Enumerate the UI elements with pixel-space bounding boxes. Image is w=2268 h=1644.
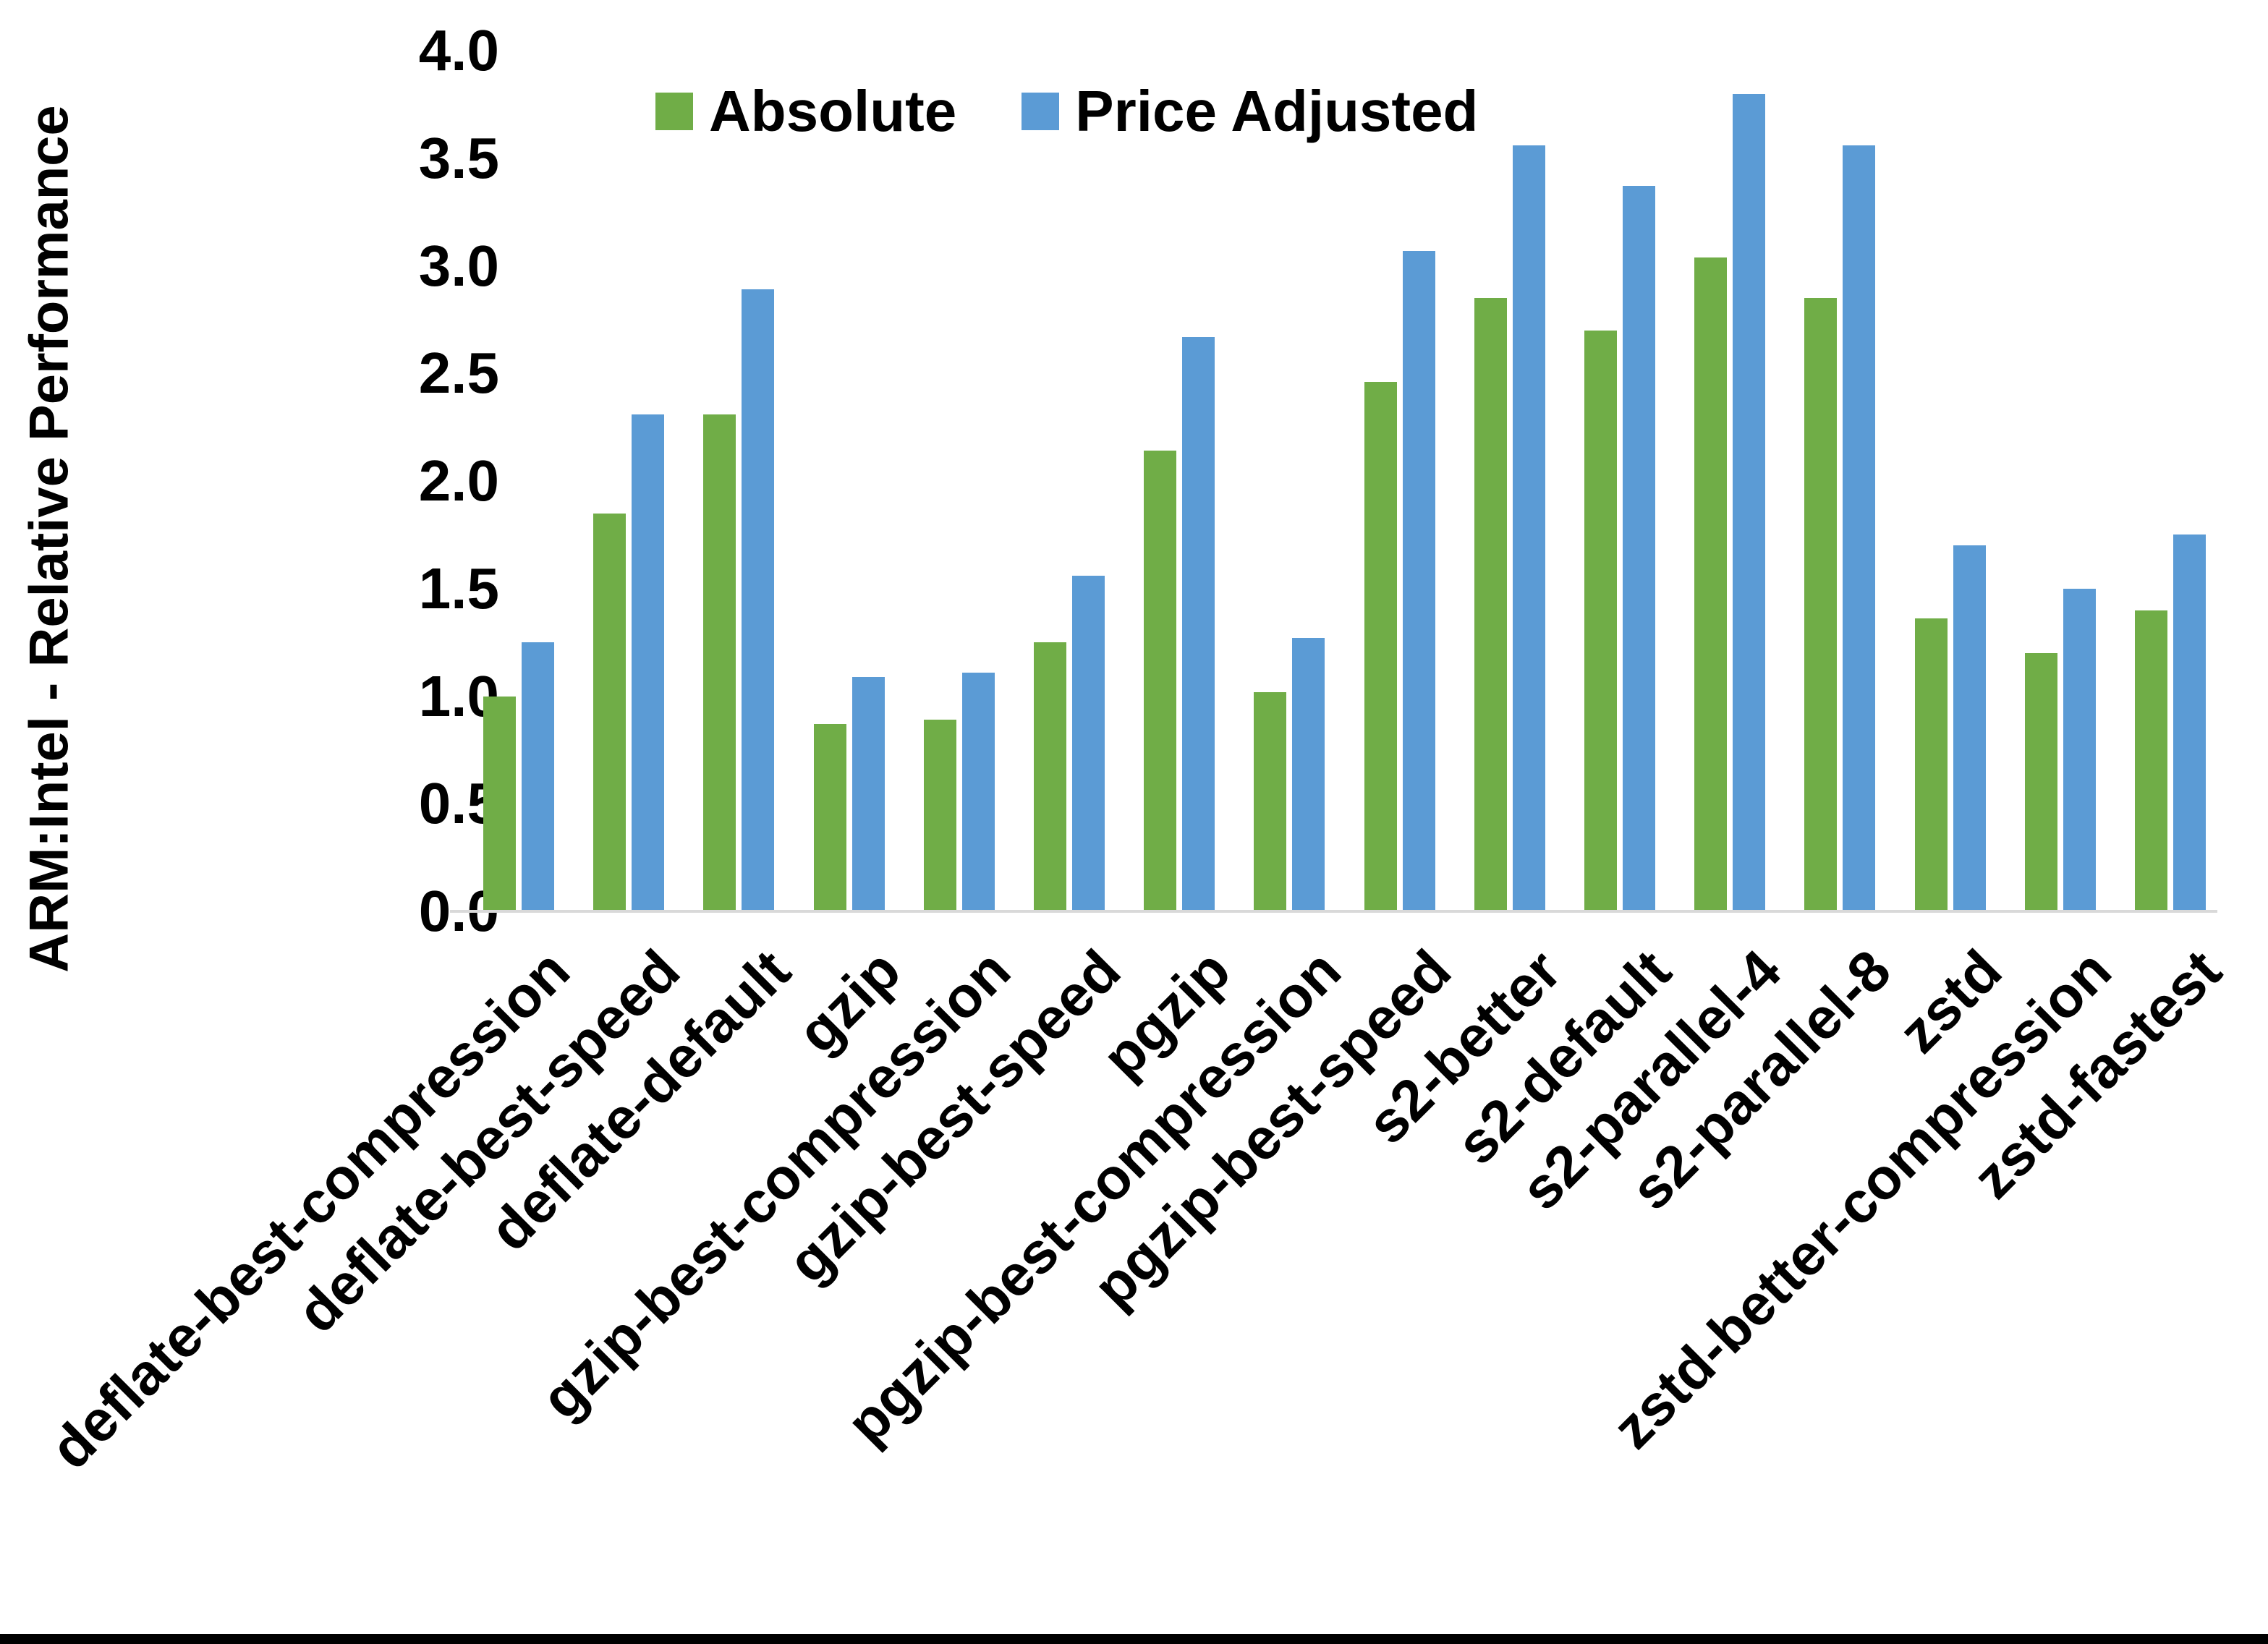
y-tick-label: 2.0 (418, 448, 499, 513)
bar-price-adjusted-s2-parallel-4 (1733, 93, 1766, 911)
bar-price-adjusted-deflate-best-speed (632, 414, 665, 911)
bar-absolute-pgzip-best-speed (1364, 382, 1397, 911)
bar-price-adjusted-gzip-best-compression (961, 672, 995, 911)
bar-price-adjusted-pgzip-best-compression (1292, 638, 1325, 911)
bar-absolute-deflate-best-compression (483, 696, 516, 911)
bar-absolute-s2-default (1584, 330, 1617, 911)
bar-absolute-s2-parallel-8 (1804, 298, 1838, 911)
legend-swatch-icon (1022, 93, 1060, 130)
bar-absolute-gzip-best-speed (1034, 642, 1066, 911)
bar-price-adjusted-deflate-best-compression (522, 642, 554, 911)
bar-absolute-zstd-fastest (2135, 610, 2167, 911)
y-tick-label: 4.0 (418, 18, 499, 82)
bar-price-adjusted-gzip (851, 676, 885, 911)
bar-price-adjusted-pgzip (1182, 336, 1215, 911)
y-tick-label: 2.5 (418, 341, 499, 406)
bar-absolute-s2-better (1474, 298, 1507, 911)
bar-absolute-pgzip (1144, 451, 1177, 911)
bar-price-adjusted-zstd (1953, 545, 1986, 911)
bar-price-adjusted-s2-better (1512, 145, 1545, 911)
bar-price-adjusted-zstd-better-compression (2063, 588, 2096, 911)
bar-absolute-zstd-better-compression (2024, 653, 2057, 911)
legend-label: Absolute (709, 79, 957, 143)
legend: Absolute Price Adjusted (655, 78, 1478, 145)
bar-price-adjusted-s2-parallel-8 (1843, 145, 1876, 911)
legend-item-price-adjusted: Price Adjusted (1022, 78, 1478, 145)
legend-item-absolute: Absolute (655, 78, 956, 145)
bar-absolute-deflate-default (703, 414, 736, 911)
y-axis-title: ARM:Intel - Relative Performance (18, 105, 80, 973)
y-tick-label: 3.5 (418, 125, 499, 190)
bar-price-adjusted-deflate-default (742, 289, 775, 911)
bar-absolute-zstd (1914, 618, 1948, 911)
x-axis-line (450, 910, 2217, 913)
bar-absolute-pgzip-best-compression (1254, 691, 1287, 911)
bar-price-adjusted-zstd-fastest (2173, 534, 2206, 911)
y-tick-label: 1.0 (418, 663, 499, 728)
bar-absolute-gzip-best-compression (923, 720, 956, 911)
y-tick-label: 1.5 (418, 555, 499, 621)
y-tick-label: 3.0 (418, 233, 499, 298)
y-tick-label: 0.5 (418, 771, 499, 836)
bar-price-adjusted-s2-default (1623, 186, 1655, 911)
bar-absolute-deflate-best-speed (593, 513, 627, 911)
legend-label: Price Adjusted (1075, 79, 1479, 143)
legend-swatch-icon (655, 93, 693, 130)
bar-absolute-gzip (813, 724, 846, 911)
bottom-border (0, 1634, 2268, 1644)
bar-price-adjusted-gzip-best-speed (1072, 575, 1105, 911)
bar-price-adjusted-pgzip-best-speed (1402, 250, 1435, 911)
bar-absolute-s2-parallel-4 (1694, 257, 1728, 911)
